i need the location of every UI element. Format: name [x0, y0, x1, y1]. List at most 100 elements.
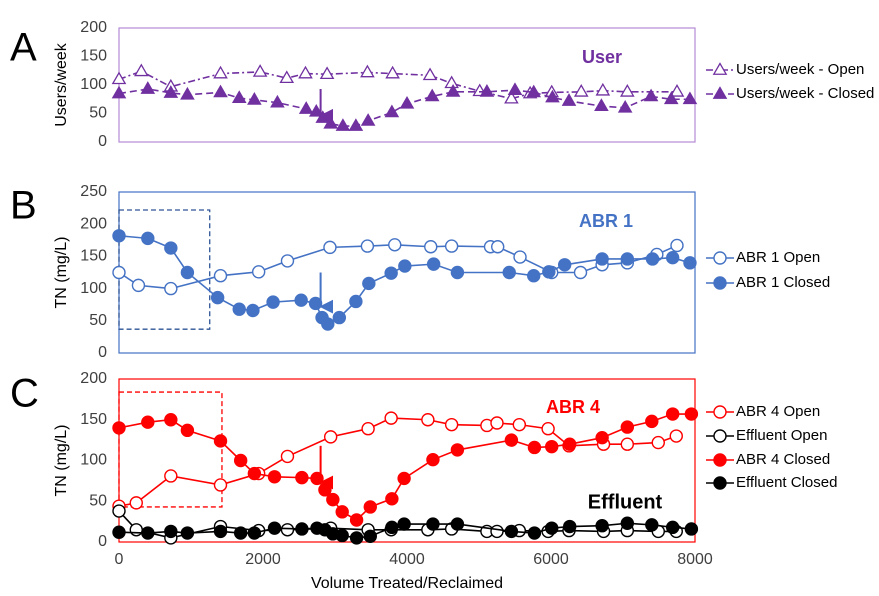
data-point [384, 411, 398, 425]
legend-marker [713, 405, 727, 419]
data-point [323, 430, 338, 444]
x-tick-label: 6000 [533, 551, 569, 568]
y-tick-label: 0 [98, 133, 107, 150]
y-tick-label: 100 [80, 76, 107, 93]
data-point [180, 265, 195, 280]
data-point [298, 65, 313, 79]
data-point [669, 429, 683, 443]
data-point [279, 70, 295, 84]
data-point [512, 417, 527, 432]
panel-letter: A [10, 26, 37, 70]
data-point [450, 517, 465, 531]
data-point [557, 258, 572, 272]
data-point [450, 265, 465, 280]
data-point [180, 526, 195, 540]
legend-marker [713, 429, 727, 443]
data-point [426, 517, 440, 531]
data-point [670, 238, 684, 253]
y-tick-label: 50 [89, 105, 107, 122]
legend-marker [713, 276, 727, 290]
data-point [348, 118, 364, 131]
data-point [620, 437, 635, 451]
data-point [363, 529, 377, 543]
data-point [491, 240, 505, 254]
data-point [298, 101, 314, 114]
data-point [213, 478, 228, 492]
data-point [490, 524, 504, 539]
x-tick-label: 4000 [389, 551, 425, 568]
y-tick-label: 200 [80, 19, 107, 36]
data-point [112, 421, 126, 435]
data-point [323, 240, 337, 255]
data-point [349, 294, 363, 309]
data-point [112, 265, 126, 280]
series-line [118, 234, 691, 326]
plot-area [118, 27, 696, 143]
data-point [385, 520, 399, 535]
data-point [131, 278, 146, 293]
x-tick-label: 0 [115, 551, 124, 568]
data-point [213, 269, 228, 283]
y-tick-label: 100 [80, 452, 107, 469]
data-point [385, 65, 400, 79]
data-point [360, 64, 375, 78]
data-point [266, 295, 280, 309]
data-point [295, 522, 309, 536]
series-line [118, 70, 677, 100]
data-point [645, 252, 660, 266]
data-point [349, 513, 364, 527]
data-point [360, 239, 375, 253]
data-point [617, 99, 633, 113]
data-point [665, 250, 680, 265]
data-point [294, 293, 308, 307]
panel-letter: C [10, 372, 39, 416]
data-point [251, 265, 266, 279]
data-point [321, 317, 335, 331]
data-point [233, 526, 248, 540]
data-point [180, 86, 195, 100]
data-point [361, 422, 375, 436]
data-point [424, 240, 438, 254]
data-point [595, 519, 609, 533]
data-point [134, 63, 149, 77]
data-point [527, 440, 542, 455]
data-point [112, 525, 126, 539]
data-point [595, 82, 611, 96]
data-point [526, 84, 542, 98]
data-point [164, 241, 178, 255]
data-point [450, 443, 465, 457]
data-point [595, 252, 609, 266]
data-point [163, 85, 179, 98]
data-point [141, 526, 155, 540]
data-point [397, 471, 411, 486]
legend-marker [713, 453, 727, 467]
panel-b: B 0 50 100 150 200 250 TN (mg/L) ABR 1 ABR 1 Open… [10, 183, 830, 361]
data-point [318, 483, 332, 497]
data-point [504, 90, 519, 104]
y-tick-label: 200 [80, 370, 107, 387]
data-point [663, 91, 679, 105]
data-point [684, 407, 699, 421]
highlight-box [118, 209, 211, 330]
data-point [502, 265, 516, 280]
data-point [295, 470, 309, 485]
data-point [444, 75, 459, 89]
data-point [247, 92, 262, 105]
data-point [541, 422, 555, 436]
y-tick-label: 150 [80, 411, 107, 428]
legend-label: Effluent Closed [736, 474, 837, 491]
data-point [645, 518, 659, 532]
data-point [335, 528, 349, 543]
panel-subtitle: Effluent [588, 491, 663, 513]
data-point [385, 492, 399, 506]
panel-letter: B [10, 184, 37, 228]
panel-title: User [582, 47, 622, 67]
series-line [118, 413, 692, 521]
data-point [362, 276, 376, 291]
data-point [479, 84, 495, 97]
data-point [213, 524, 228, 539]
y-tick-label: 0 [98, 533, 107, 550]
data-point [424, 88, 440, 102]
data-point [252, 64, 268, 77]
